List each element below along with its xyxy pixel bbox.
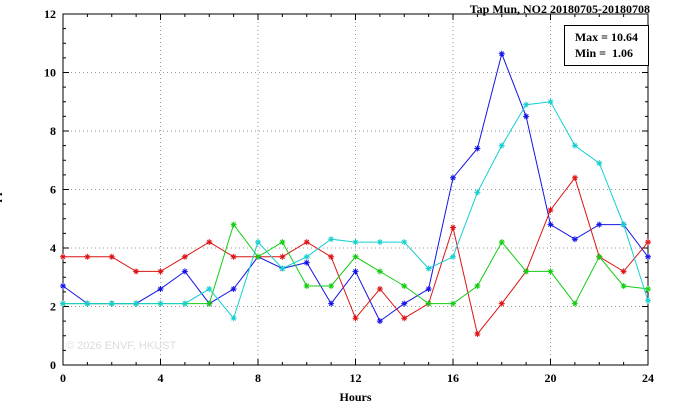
svg-text:4: 4 (50, 241, 56, 255)
x-axis-label: Hours (339, 390, 372, 404)
svg-text:2: 2 (50, 300, 56, 314)
svg-text:12: 12 (44, 7, 56, 21)
watermark: © 2026 ENVF, HKUST (66, 340, 177, 352)
svg-text:20: 20 (545, 371, 557, 385)
chart-title: Tap Mun, NO2 20180705-20180708 (469, 2, 650, 16)
legend-min: Min = 1.06 (574, 46, 633, 61)
svg-text:24: 24 (642, 371, 654, 385)
svg-text:8: 8 (255, 371, 261, 385)
svg-text:16: 16 (447, 371, 459, 385)
y-axis-label: ppb (0, 182, 3, 203)
svg-text:8: 8 (50, 124, 56, 138)
svg-text:0: 0 (60, 371, 66, 385)
svg-text:6: 6 (50, 183, 56, 197)
svg-text:0: 0 (50, 358, 56, 372)
legend-box: Max = 10.64 Min = 1.06 (563, 25, 649, 67)
svg-text:10: 10 (44, 66, 56, 80)
legend-max: Max = 10.64 (574, 30, 638, 44)
svg-text:4: 4 (158, 371, 164, 385)
svg-text:12: 12 (350, 371, 362, 385)
